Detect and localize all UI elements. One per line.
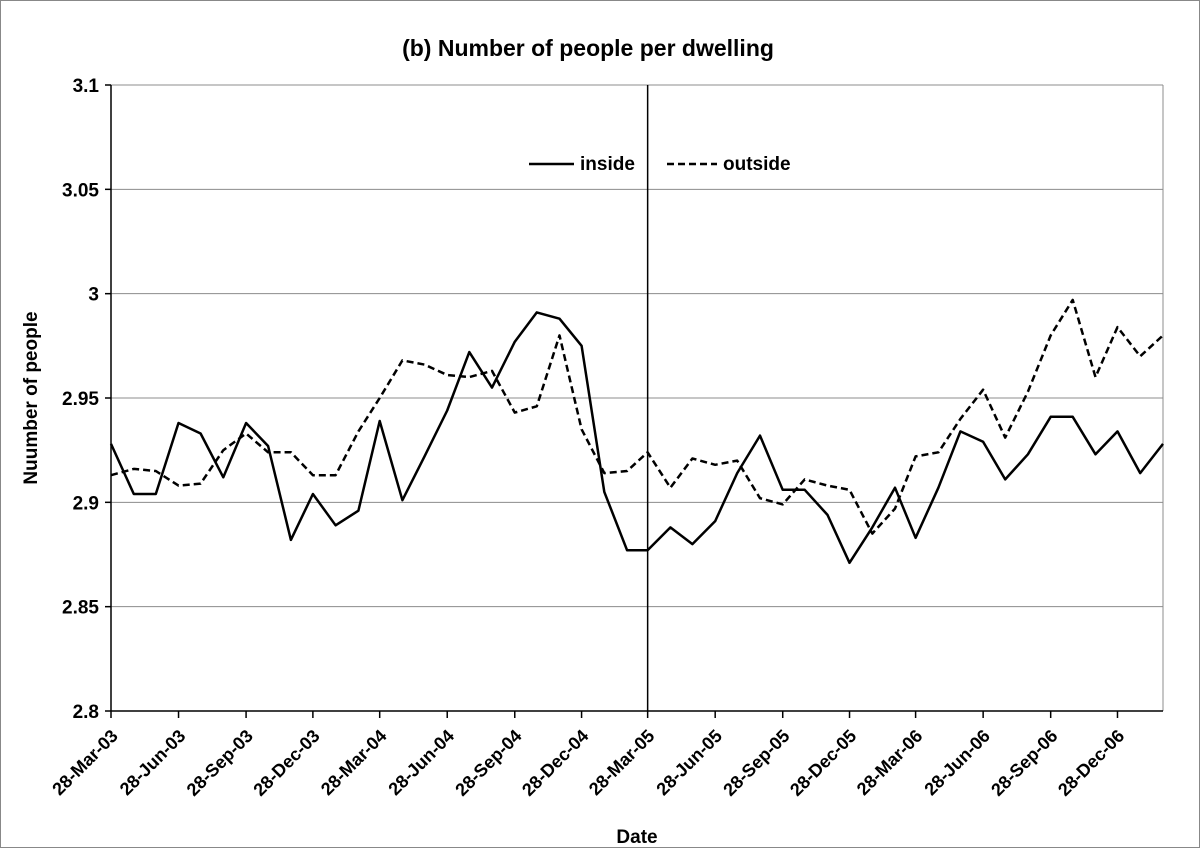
y-tick-label: 2.8 (73, 702, 99, 723)
y-tick-label: 3.1 (73, 76, 100, 97)
legend-label-outside: outside (723, 154, 791, 175)
y-tick-label: 3.05 (62, 180, 99, 201)
y-tick-label: 2.9 (73, 493, 99, 514)
y-tick-label: 3 (88, 285, 99, 306)
y-tick-label: 2.95 (62, 389, 99, 410)
series-line-outside (110, 298, 1164, 535)
x-axis-label: Date (616, 827, 657, 848)
y-tick-label: 2.85 (62, 598, 99, 619)
chart-title: (b) Number of people per dwelling (402, 35, 774, 61)
legend-label-inside: inside (580, 154, 635, 175)
series-line-inside (109, 311, 1164, 565)
series-layer (109, 85, 1164, 711)
legend: inside outside (529, 154, 791, 175)
y-axis-label: Nuumber of people (21, 311, 42, 484)
grid-layer (111, 84, 1164, 711)
